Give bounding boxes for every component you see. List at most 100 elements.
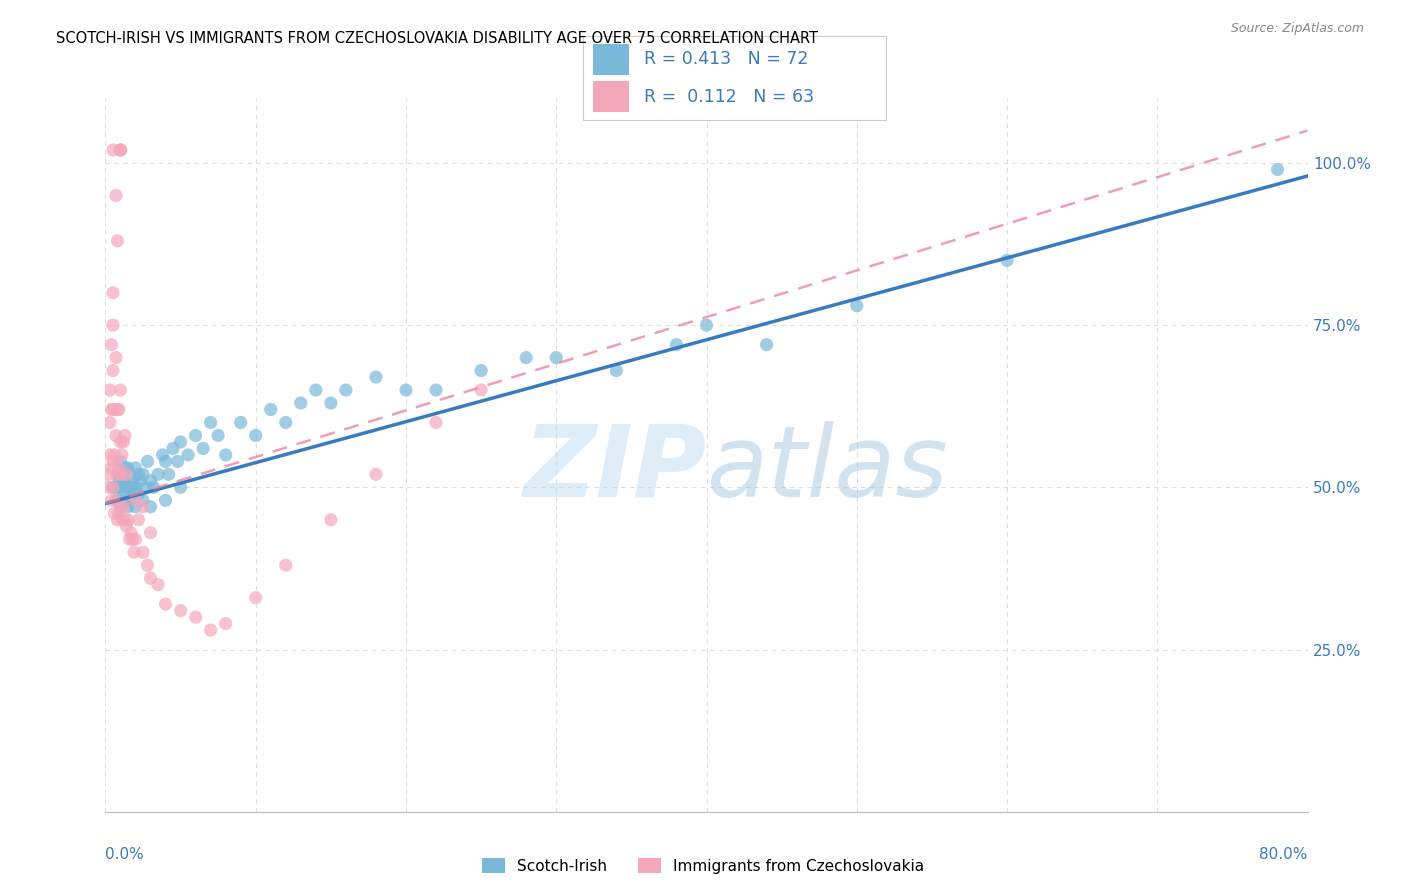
Point	[100, 493, 122, 508]
Point	[121, 474, 143, 488]
Point	[274, 558, 297, 573]
Point	[229, 416, 252, 430]
Point	[128, 487, 150, 501]
Point	[169, 434, 191, 449]
Point	[124, 493, 146, 508]
Text: 0.0%: 0.0%	[105, 847, 145, 863]
Point	[335, 383, 357, 397]
Point	[118, 493, 141, 508]
Point	[114, 493, 136, 508]
Point	[155, 454, 177, 468]
Point	[128, 467, 150, 482]
Point	[121, 487, 143, 501]
Legend: Scotch-Irish, Immigrants from Czechoslovakia: Scotch-Irish, Immigrants from Czechoslov…	[475, 852, 931, 880]
Point	[110, 500, 132, 514]
Point	[110, 434, 132, 449]
Point	[108, 461, 131, 475]
Point	[124, 461, 146, 475]
Point	[139, 500, 162, 514]
Point	[101, 454, 124, 468]
Point	[132, 545, 155, 559]
Point	[112, 434, 135, 449]
Point	[107, 234, 129, 248]
Text: R =  0.112   N = 63: R = 0.112 N = 63	[644, 87, 814, 105]
Point	[470, 383, 492, 397]
Point	[117, 461, 139, 475]
Point	[115, 467, 138, 482]
Point	[245, 428, 267, 442]
Text: R = 0.413   N = 72: R = 0.413 N = 72	[644, 51, 808, 69]
Point	[124, 480, 146, 494]
FancyBboxPatch shape	[592, 81, 628, 112]
Point	[101, 363, 124, 377]
Point	[101, 480, 124, 494]
Point	[103, 506, 125, 520]
Point	[110, 143, 132, 157]
Point	[97, 480, 120, 494]
Point	[110, 383, 132, 397]
Point	[135, 480, 157, 494]
Point	[245, 591, 267, 605]
Point	[425, 383, 447, 397]
Point	[290, 396, 312, 410]
Point	[98, 416, 121, 430]
Point	[470, 363, 492, 377]
Point	[122, 545, 145, 559]
Point	[214, 448, 236, 462]
Point	[305, 383, 328, 397]
Point	[104, 351, 127, 365]
Point	[110, 143, 132, 157]
Point	[114, 461, 136, 475]
Point	[364, 370, 387, 384]
Point	[101, 402, 124, 417]
Point	[995, 253, 1018, 268]
Point	[755, 337, 778, 351]
Point	[207, 428, 229, 442]
Point	[101, 143, 124, 157]
Point	[104, 428, 127, 442]
Point	[546, 351, 568, 365]
Point	[114, 513, 136, 527]
Point	[110, 454, 132, 468]
Point	[128, 513, 150, 527]
Text: SCOTCH-IRISH VS IMMIGRANTS FROM CZECHOSLOVAKIA DISABILITY AGE OVER 75 CORRELATIO: SCOTCH-IRISH VS IMMIGRANTS FROM CZECHOSL…	[56, 31, 818, 46]
Point	[112, 487, 135, 501]
Point	[118, 467, 141, 482]
Point	[114, 428, 136, 442]
Point	[260, 402, 283, 417]
Point	[104, 493, 127, 508]
Point	[117, 513, 139, 527]
Point	[101, 318, 124, 333]
Point	[124, 500, 146, 514]
Point	[110, 500, 132, 514]
Point	[605, 363, 627, 377]
Point	[122, 480, 145, 494]
Point	[111, 513, 134, 527]
Text: 80.0%: 80.0%	[1260, 847, 1308, 863]
Point	[107, 513, 129, 527]
Point	[845, 299, 868, 313]
Point	[108, 474, 131, 488]
Point	[1267, 162, 1289, 177]
Point	[110, 467, 132, 482]
Point	[665, 337, 688, 351]
Point	[200, 623, 222, 637]
Point	[132, 493, 155, 508]
Point	[97, 467, 120, 482]
Point	[107, 493, 129, 508]
Point	[103, 448, 125, 462]
Point	[132, 500, 155, 514]
Point	[120, 525, 142, 540]
Point	[101, 480, 124, 494]
Point	[214, 616, 236, 631]
Point	[100, 402, 122, 417]
Point	[364, 467, 387, 482]
Point	[136, 454, 159, 468]
Point	[104, 480, 127, 494]
Point	[107, 467, 129, 482]
Point	[117, 500, 139, 514]
Point	[98, 383, 121, 397]
Point	[200, 416, 222, 430]
Point	[104, 188, 127, 202]
Point	[191, 442, 214, 456]
